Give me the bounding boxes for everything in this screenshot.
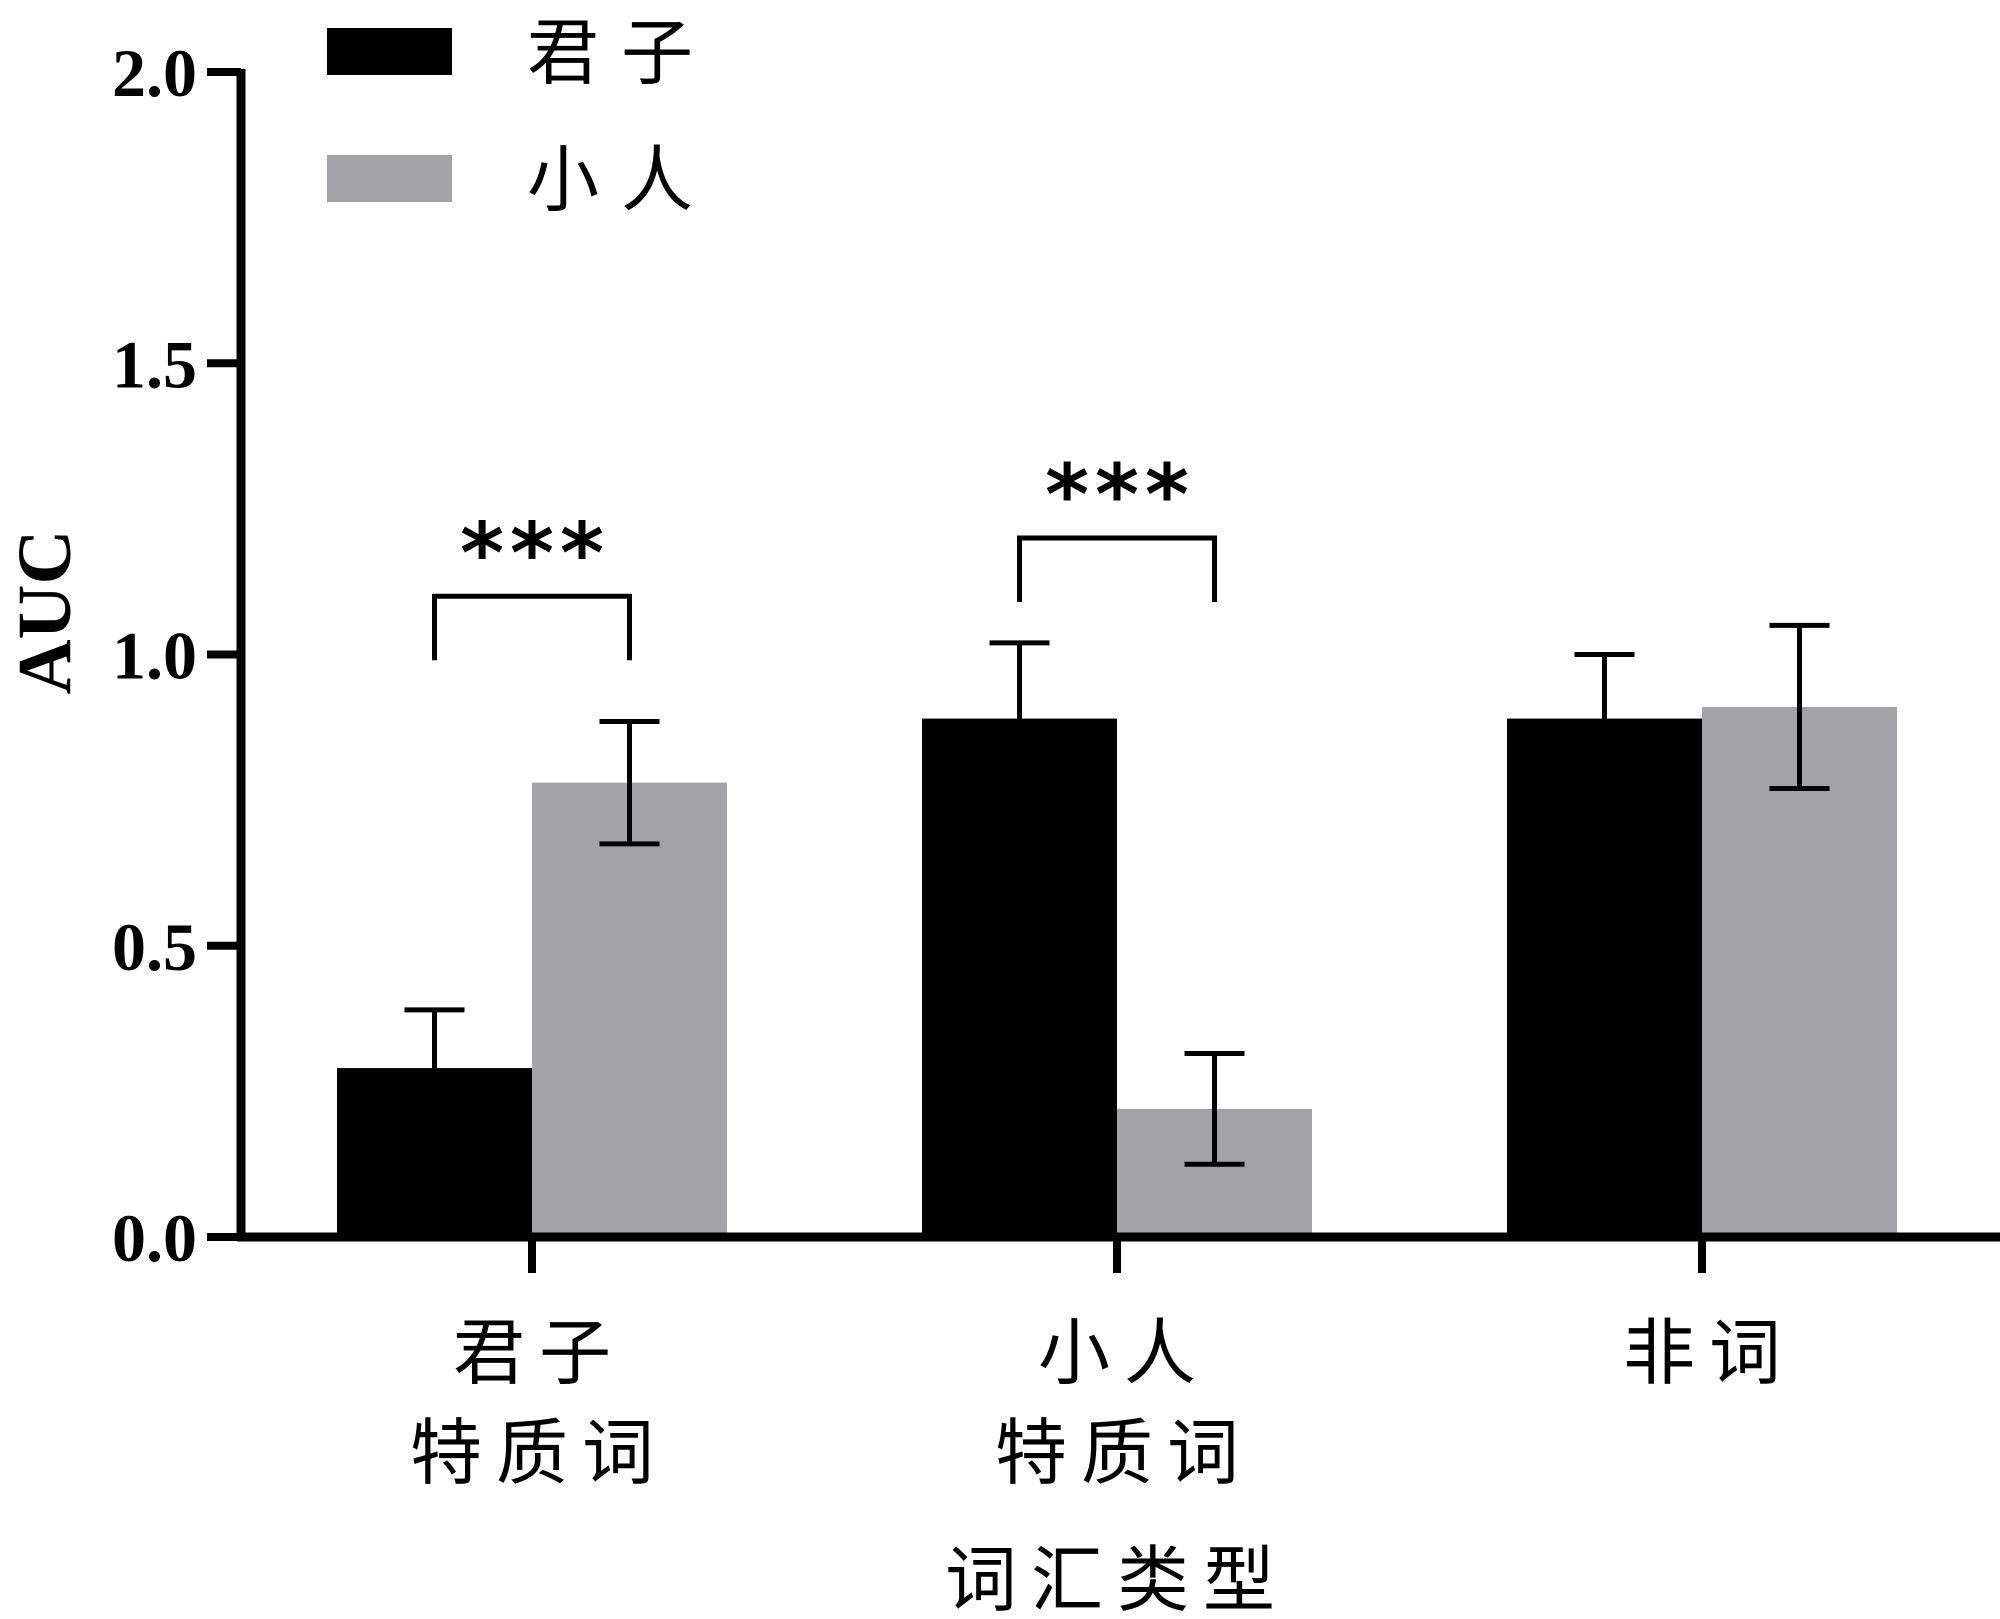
- legend-label: 小人: [527, 138, 715, 222]
- y-tick-label: 0.5: [112, 909, 197, 985]
- bar-xiaoren-2: [1702, 706, 1897, 1237]
- x-axis-title: 词汇类型: [945, 1538, 1289, 1619]
- y-tick-label: 2.0: [112, 35, 197, 111]
- x-tick-label: 特质词: [410, 1411, 668, 1495]
- x-tick-label: 小人: [1038, 1311, 1210, 1395]
- bar-xiaoren-0: [532, 782, 727, 1237]
- significance-bracket: [1017, 535, 1217, 602]
- significance-label: ***: [460, 504, 610, 602]
- x-tick-label: 特质词: [995, 1411, 1253, 1495]
- y-tick-label: 0.0: [112, 1200, 197, 1276]
- x-tick-label: 君子: [453, 1311, 625, 1395]
- bar-junzi-2: [1507, 718, 1702, 1237]
- x-tick-label: 非词: [1623, 1311, 1795, 1395]
- legend-label: 君子: [527, 11, 715, 95]
- significance-bracket: [432, 593, 632, 661]
- bar-junzi-1: [922, 718, 1117, 1237]
- y-axis-title: AUC: [3, 530, 87, 695]
- significance-label: ***: [1045, 446, 1195, 544]
- y-tick-label: 1.0: [112, 618, 197, 694]
- bar-junzi-0: [337, 1068, 532, 1237]
- legend-swatch: [327, 28, 452, 75]
- legend-swatch: [327, 155, 452, 202]
- y-tick-label: 1.5: [112, 326, 197, 402]
